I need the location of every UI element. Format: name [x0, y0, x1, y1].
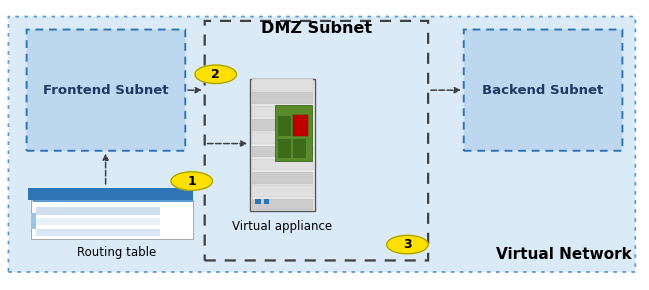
FancyBboxPatch shape — [252, 93, 313, 104]
FancyBboxPatch shape — [204, 21, 428, 260]
FancyBboxPatch shape — [27, 30, 185, 151]
FancyBboxPatch shape — [252, 172, 313, 184]
FancyBboxPatch shape — [464, 30, 622, 151]
FancyBboxPatch shape — [293, 139, 306, 158]
FancyBboxPatch shape — [36, 218, 160, 225]
FancyBboxPatch shape — [255, 199, 261, 204]
Circle shape — [387, 235, 428, 254]
Text: Routing table: Routing table — [77, 246, 156, 259]
Text: Backend Subnet: Backend Subnet — [482, 84, 604, 97]
FancyBboxPatch shape — [36, 207, 160, 215]
FancyBboxPatch shape — [252, 79, 313, 91]
Circle shape — [195, 65, 236, 84]
FancyBboxPatch shape — [252, 159, 313, 171]
FancyBboxPatch shape — [250, 79, 315, 211]
FancyBboxPatch shape — [252, 146, 313, 157]
Text: 1: 1 — [188, 175, 196, 188]
Text: 2: 2 — [212, 68, 220, 81]
FancyBboxPatch shape — [252, 185, 313, 197]
FancyBboxPatch shape — [252, 119, 313, 130]
FancyBboxPatch shape — [252, 199, 313, 210]
FancyBboxPatch shape — [252, 132, 313, 144]
Circle shape — [171, 172, 212, 190]
FancyBboxPatch shape — [293, 116, 306, 136]
FancyBboxPatch shape — [275, 105, 312, 161]
FancyBboxPatch shape — [278, 116, 291, 136]
Text: DMZ Subnet: DMZ Subnet — [261, 21, 372, 36]
Text: 3: 3 — [403, 238, 411, 251]
FancyBboxPatch shape — [263, 199, 269, 204]
FancyBboxPatch shape — [33, 190, 193, 202]
FancyBboxPatch shape — [252, 106, 313, 117]
Text: Frontend Subnet: Frontend Subnet — [43, 84, 169, 97]
FancyBboxPatch shape — [8, 17, 635, 272]
FancyBboxPatch shape — [28, 188, 193, 200]
Text: Virtual Network: Virtual Network — [496, 247, 632, 262]
FancyBboxPatch shape — [278, 139, 291, 158]
FancyBboxPatch shape — [36, 229, 160, 236]
FancyBboxPatch shape — [31, 213, 36, 229]
Text: Virtual appliance: Virtual appliance — [232, 220, 332, 233]
FancyBboxPatch shape — [31, 200, 193, 239]
FancyBboxPatch shape — [293, 115, 308, 136]
